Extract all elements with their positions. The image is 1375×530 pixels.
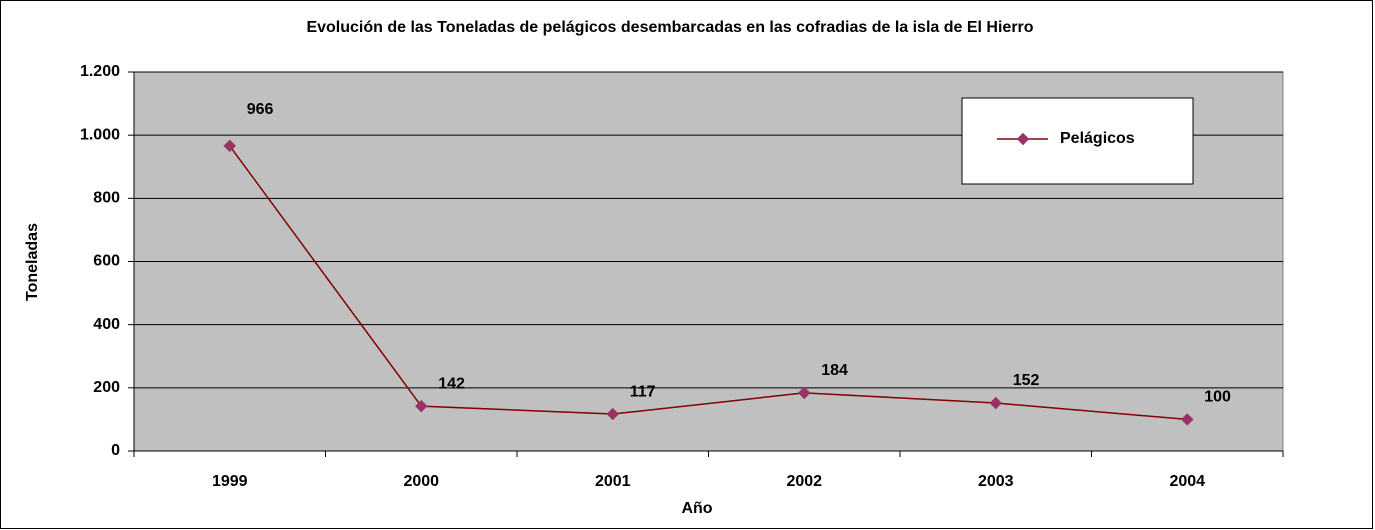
x-tick-label: 1999 [212, 473, 248, 490]
x-tick-label: 2000 [403, 473, 439, 490]
x-tick-label: 2002 [786, 473, 822, 490]
data-label: 184 [821, 362, 848, 379]
y-tick-label: 1.200 [80, 63, 120, 80]
data-label: 142 [438, 375, 465, 392]
x-tick-label: 2004 [1169, 473, 1205, 490]
marker [223, 139, 236, 153]
line [229, 145, 1188, 421]
y-tick-label: 0 [111, 442, 120, 459]
y-tick-label: 200 [93, 379, 120, 396]
chart-title: Evolución de las Toneladas de pelágicos … [306, 19, 1033, 36]
marker [1181, 413, 1194, 426]
y-tick-label: 400 [93, 316, 120, 333]
legend-marker [1016, 132, 1030, 146]
legend-label: Pelágicos [1060, 130, 1135, 147]
data-label: 152 [1013, 372, 1040, 389]
x-axis-title: Año [681, 500, 712, 517]
y-tick-label: 800 [93, 190, 120, 207]
y-tick-label: 600 [93, 253, 120, 270]
y-tick-label: 1.000 [80, 126, 120, 143]
marker [606, 407, 619, 421]
marker [798, 386, 811, 400]
x-tick-label: 2003 [978, 473, 1014, 490]
marker [415, 399, 428, 413]
legend-box [961, 97, 1194, 185]
y-axis-title: Toneladas [24, 223, 41, 301]
data-label: 117 [630, 383, 656, 400]
data-label: 966 [247, 101, 274, 118]
marker [989, 396, 1002, 410]
data-label: 100 [1204, 389, 1231, 406]
x-tick-label: 2001 [595, 473, 631, 490]
